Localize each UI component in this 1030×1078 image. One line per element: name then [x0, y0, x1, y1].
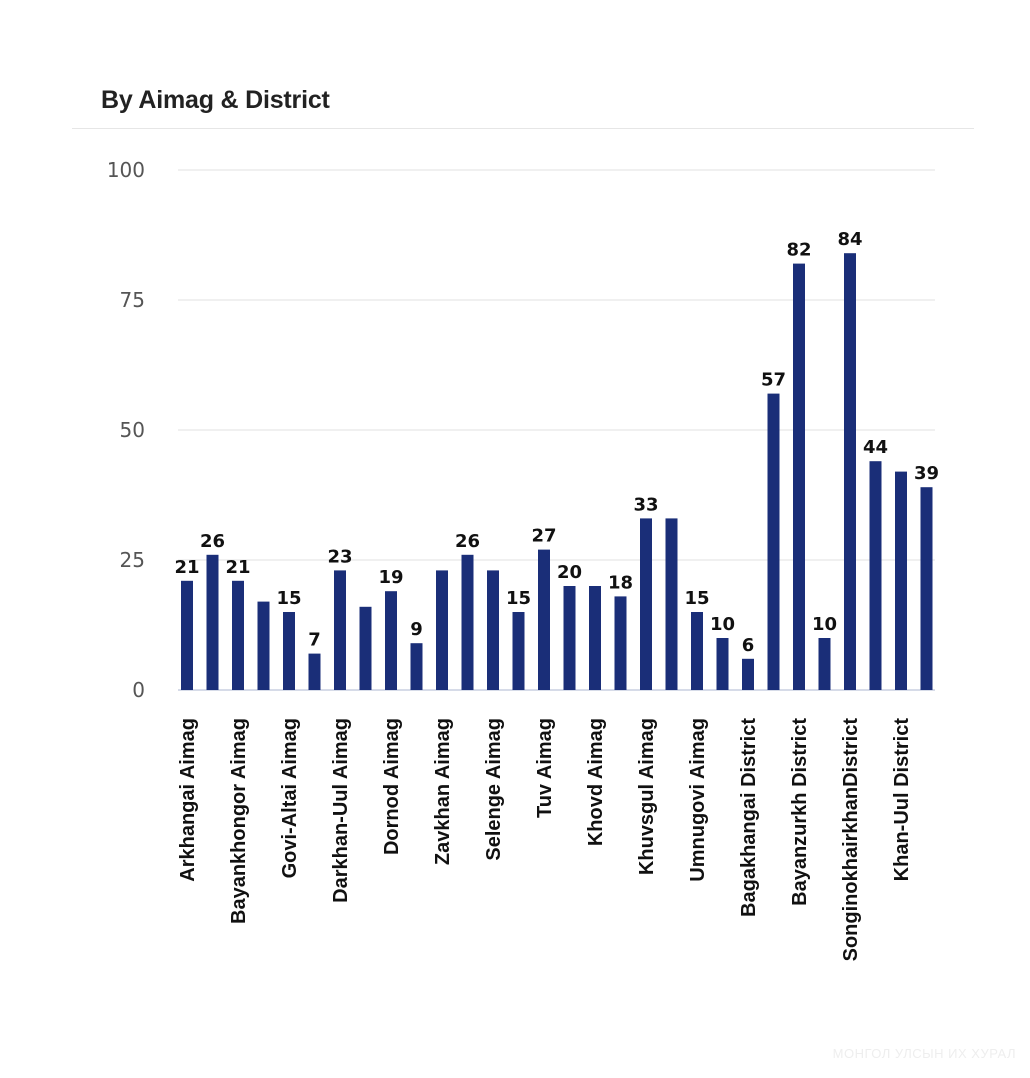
data-label: 44: [863, 437, 888, 458]
grid-lines: [178, 169, 935, 691]
bar: [232, 580, 244, 690]
bars: [181, 253, 933, 690]
bar: [461, 554, 474, 690]
category-label: Govi-Altai Aimag: [279, 718, 301, 878]
chart-title: By Aimag & District: [101, 86, 330, 114]
data-label: 20: [557, 562, 582, 583]
title-divider: [72, 128, 974, 129]
bar: [257, 601, 270, 690]
bar: [869, 461, 882, 690]
data-label: 26: [200, 531, 225, 552]
bar: [308, 653, 321, 690]
y-tick-label: 50: [120, 418, 145, 442]
category-label: Selenge Aimag: [483, 718, 505, 861]
data-label: 10: [710, 614, 735, 635]
bar: [512, 612, 525, 690]
category-label: Khuvsgul Aimag: [636, 718, 658, 875]
bar: [920, 487, 933, 690]
y-tick-label: 0: [132, 678, 145, 702]
data-label: 7: [308, 630, 321, 651]
bar: [895, 471, 907, 690]
y-tick-label: 75: [120, 288, 145, 312]
data-label: 26: [455, 531, 480, 552]
bar: [206, 554, 219, 690]
category-label: Khovd Aimag: [585, 718, 607, 846]
data-label: 57: [761, 370, 786, 391]
bar: [691, 612, 703, 690]
data-label: 27: [531, 526, 556, 547]
category-label: Dornod Aimag: [381, 718, 403, 855]
category-label: SonginokhairkhanDistrict: [840, 718, 862, 962]
category-label: Arkhangai Aimag: [177, 718, 199, 882]
data-label: 33: [633, 494, 658, 515]
data-label: 39: [914, 463, 939, 484]
bar: [640, 518, 652, 690]
category-label: Bayanzurkh District: [789, 718, 811, 906]
watermark-text: МОНГОЛ УЛСЫН ИХ ХУРАЛ: [832, 1046, 1016, 1061]
data-label: 9: [410, 619, 423, 640]
data-label: 10: [812, 614, 837, 635]
category-label: Tuv Aimag: [534, 718, 556, 818]
x-axis-labels: Arkhangai Aimag Bayankhongor Aimag Govi-Al…: [177, 718, 913, 962]
y-tick-label: 100: [107, 158, 145, 182]
data-label: 18: [608, 572, 633, 593]
bar: [793, 263, 805, 690]
category-label: Darkhan-Uul Aimag: [330, 718, 352, 903]
data-label: 15: [684, 588, 709, 609]
bar: [436, 570, 448, 690]
y-tick-label: 25: [120, 548, 145, 572]
bar: [410, 643, 423, 690]
data-label: 84: [837, 229, 862, 250]
bar: [614, 596, 627, 690]
category-label: Bagakhangai District: [738, 718, 760, 917]
data-label: 21: [225, 557, 250, 578]
bar: [767, 393, 780, 690]
data-label: 15: [506, 588, 531, 609]
bar: [334, 570, 346, 690]
data-label: 21: [174, 557, 199, 578]
category-label: Bayankhongor Aimag: [228, 718, 250, 924]
bar: [487, 570, 499, 690]
data-label: 6: [742, 635, 755, 656]
bar: [563, 586, 576, 690]
data-label: 19: [378, 567, 403, 588]
bar: [818, 638, 831, 690]
bar: [385, 591, 397, 690]
bar: [589, 586, 601, 690]
bar: [538, 549, 550, 690]
bar: [742, 658, 754, 690]
data-label: 23: [327, 546, 352, 567]
category-label: Zavkhan Aimag: [432, 718, 454, 865]
data-label: 15: [276, 588, 301, 609]
bar: [716, 638, 729, 690]
bar: [359, 606, 372, 690]
bar: [665, 518, 678, 690]
category-label: Umnugovi Aimag: [687, 718, 709, 882]
y-axis-ticks: 0 25 50 75 100: [107, 158, 145, 702]
data-label: 82: [786, 240, 811, 261]
category-label: Khan-Uul District: [891, 718, 913, 882]
bar: [844, 253, 856, 690]
bar: [181, 580, 193, 690]
bar: [283, 612, 295, 690]
